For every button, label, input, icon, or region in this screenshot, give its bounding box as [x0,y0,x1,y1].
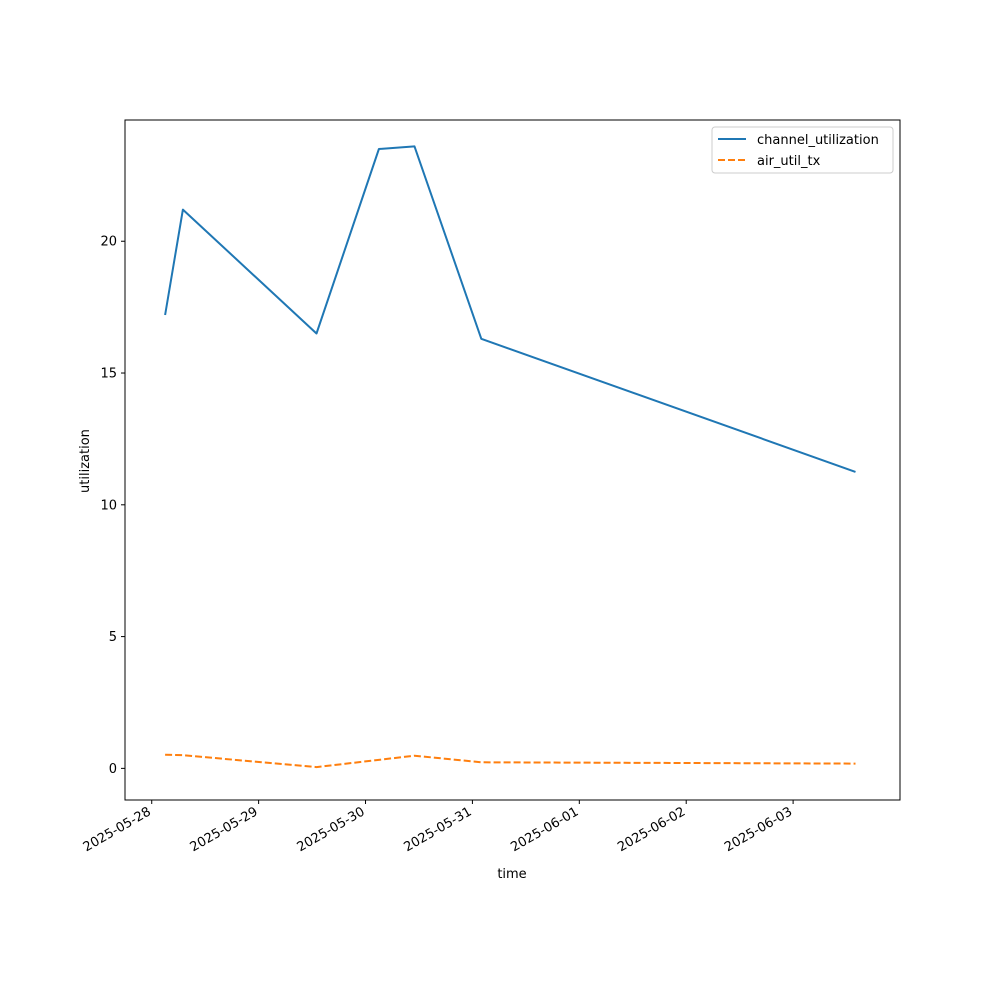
legend: channel_utilization air_util_tx [711,126,894,174]
plot-frame [124,119,901,801]
y-tick-label: 15 [100,367,117,382]
x-tick-label: 2025-06-02 [615,804,688,855]
y-tick-label: 5 [109,630,117,645]
x-tick-label: 2025-05-29 [188,804,261,855]
x-tick-label: 2025-05-30 [295,804,368,855]
legend-label: air_util_tx [757,154,821,169]
y-axis-label: utilization [78,429,93,493]
y-tick-label: 20 [100,235,117,250]
series-line-channel_utilization [164,145,856,473]
x-tick-label: 2025-05-28 [81,804,154,855]
x-tick-label: 2025-06-03 [722,804,795,855]
y-tick-label: 0 [109,762,117,777]
plot-lines [164,145,856,769]
y-axis: 0 5 10 15 20 [100,235,125,777]
x-tick-label: 2025-05-31 [401,804,474,855]
x-tick-label: 2025-06-01 [508,804,581,855]
series-line-air_util_tx [165,753,856,769]
legend-label: channel_utilization [757,133,879,148]
x-axis-label: time [497,867,526,882]
legend-box [711,126,894,174]
y-tick-label: 10 [100,498,117,513]
x-axis: 2025-05-28 2025-05-29 2025-05-30 2025-05-31… [81,800,795,855]
